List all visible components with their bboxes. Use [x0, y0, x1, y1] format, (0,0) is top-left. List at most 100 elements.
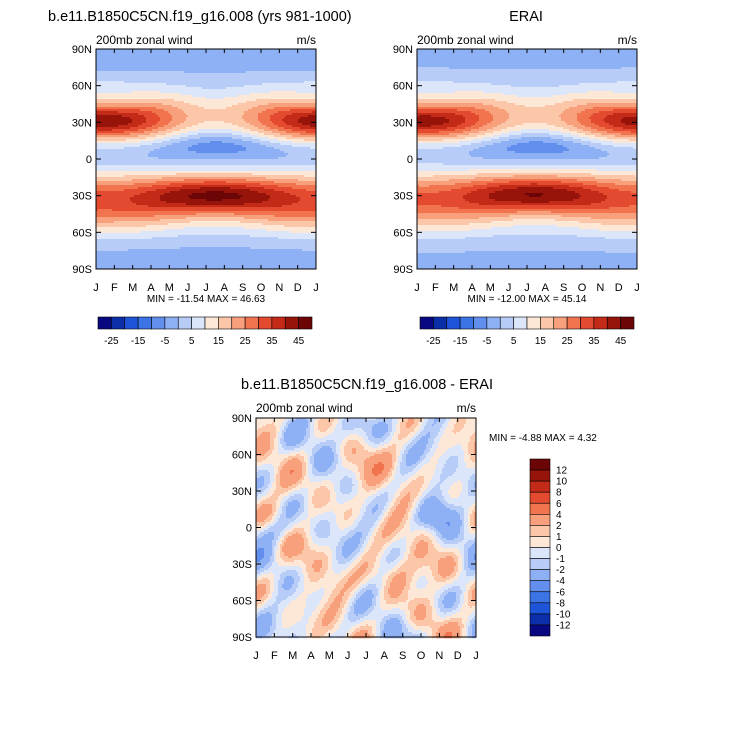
field-cell	[160, 87, 162, 89]
field-cell	[276, 101, 278, 103]
field-cell	[124, 99, 126, 101]
field-cell	[174, 77, 176, 79]
field-cell	[254, 85, 256, 87]
field-cell	[118, 105, 120, 107]
field-cell	[284, 73, 286, 75]
field-cell	[226, 103, 228, 105]
field-cell	[106, 131, 108, 133]
field-cell	[174, 119, 176, 121]
field-cell	[228, 103, 230, 105]
field-cell	[266, 133, 268, 135]
field-cell	[114, 111, 116, 113]
field-cell	[190, 81, 192, 83]
field-cell	[158, 55, 160, 57]
field-cell	[100, 135, 102, 137]
field-cell	[108, 121, 110, 123]
field-cell	[300, 111, 302, 113]
field-cell	[198, 55, 200, 57]
field-cell	[208, 87, 210, 89]
field-cell	[226, 75, 228, 77]
field-cell	[242, 91, 244, 93]
field-cell	[120, 75, 122, 77]
field-cell	[162, 121, 164, 123]
field-cell	[136, 91, 138, 93]
field-cell	[140, 107, 142, 109]
field-cell	[126, 131, 128, 133]
field-cell	[272, 73, 274, 75]
field-cell	[124, 139, 126, 141]
field-cell	[116, 83, 118, 85]
field-cell	[182, 83, 184, 85]
field-cell	[214, 83, 216, 85]
field-cell	[162, 51, 164, 53]
field-cell	[112, 137, 114, 139]
field-cell	[264, 85, 266, 87]
field-cell	[210, 97, 212, 99]
field-cell	[116, 121, 118, 123]
field-cell	[308, 89, 310, 91]
field-cell	[302, 111, 304, 113]
field-cell	[142, 105, 144, 107]
field-cell	[266, 129, 268, 131]
field-cell	[178, 113, 180, 115]
field-cell	[262, 97, 264, 99]
field-cell	[274, 65, 276, 67]
field-cell	[232, 115, 234, 117]
field-cell	[206, 57, 208, 59]
field-cell	[300, 61, 302, 63]
field-cell	[178, 89, 180, 91]
field-cell	[124, 117, 126, 119]
field-cell	[242, 131, 244, 133]
field-cell	[232, 75, 234, 77]
field-cell	[112, 103, 114, 105]
field-cell	[194, 117, 196, 119]
field-cell	[174, 91, 176, 93]
field-cell	[264, 127, 266, 129]
field-cell	[200, 85, 202, 87]
field-cell	[254, 131, 256, 133]
field-cell	[238, 105, 240, 107]
field-cell	[306, 131, 308, 133]
field-cell	[176, 53, 178, 55]
field-cell	[238, 57, 240, 59]
field-cell	[140, 129, 142, 131]
field-cell	[118, 111, 120, 113]
field-cell	[258, 69, 260, 71]
field-cell	[254, 121, 256, 123]
field-cell	[210, 69, 212, 71]
field-cell	[176, 139, 178, 141]
field-cell	[302, 67, 304, 69]
field-cell	[224, 85, 226, 87]
field-cell	[292, 65, 294, 67]
field-cell	[188, 61, 190, 63]
field-cell	[130, 113, 132, 115]
field-cell	[160, 51, 162, 53]
field-cell	[286, 129, 288, 131]
field-cell	[98, 101, 100, 103]
field-cell	[214, 77, 216, 79]
field-cell	[254, 69, 256, 71]
field-cell	[198, 67, 200, 69]
field-cell	[160, 53, 162, 55]
field-cell	[226, 83, 228, 85]
field-cell	[294, 73, 296, 75]
field-cell	[280, 91, 282, 93]
field-cell	[200, 127, 202, 129]
field-cell	[120, 61, 122, 63]
field-cell	[282, 125, 284, 127]
field-cell	[236, 137, 238, 139]
field-cell	[296, 117, 298, 119]
field-cell	[208, 93, 210, 95]
field-cell	[272, 133, 274, 135]
field-cell	[228, 135, 230, 137]
field-cell	[278, 101, 280, 103]
field-cell	[116, 109, 118, 111]
field-cell	[114, 65, 116, 67]
field-cell	[208, 111, 210, 113]
field-cell	[204, 55, 206, 57]
field-cell	[128, 59, 130, 61]
field-cell	[170, 55, 172, 57]
field-cell	[150, 103, 152, 105]
field-cell	[222, 129, 224, 131]
field-cell	[268, 123, 270, 125]
